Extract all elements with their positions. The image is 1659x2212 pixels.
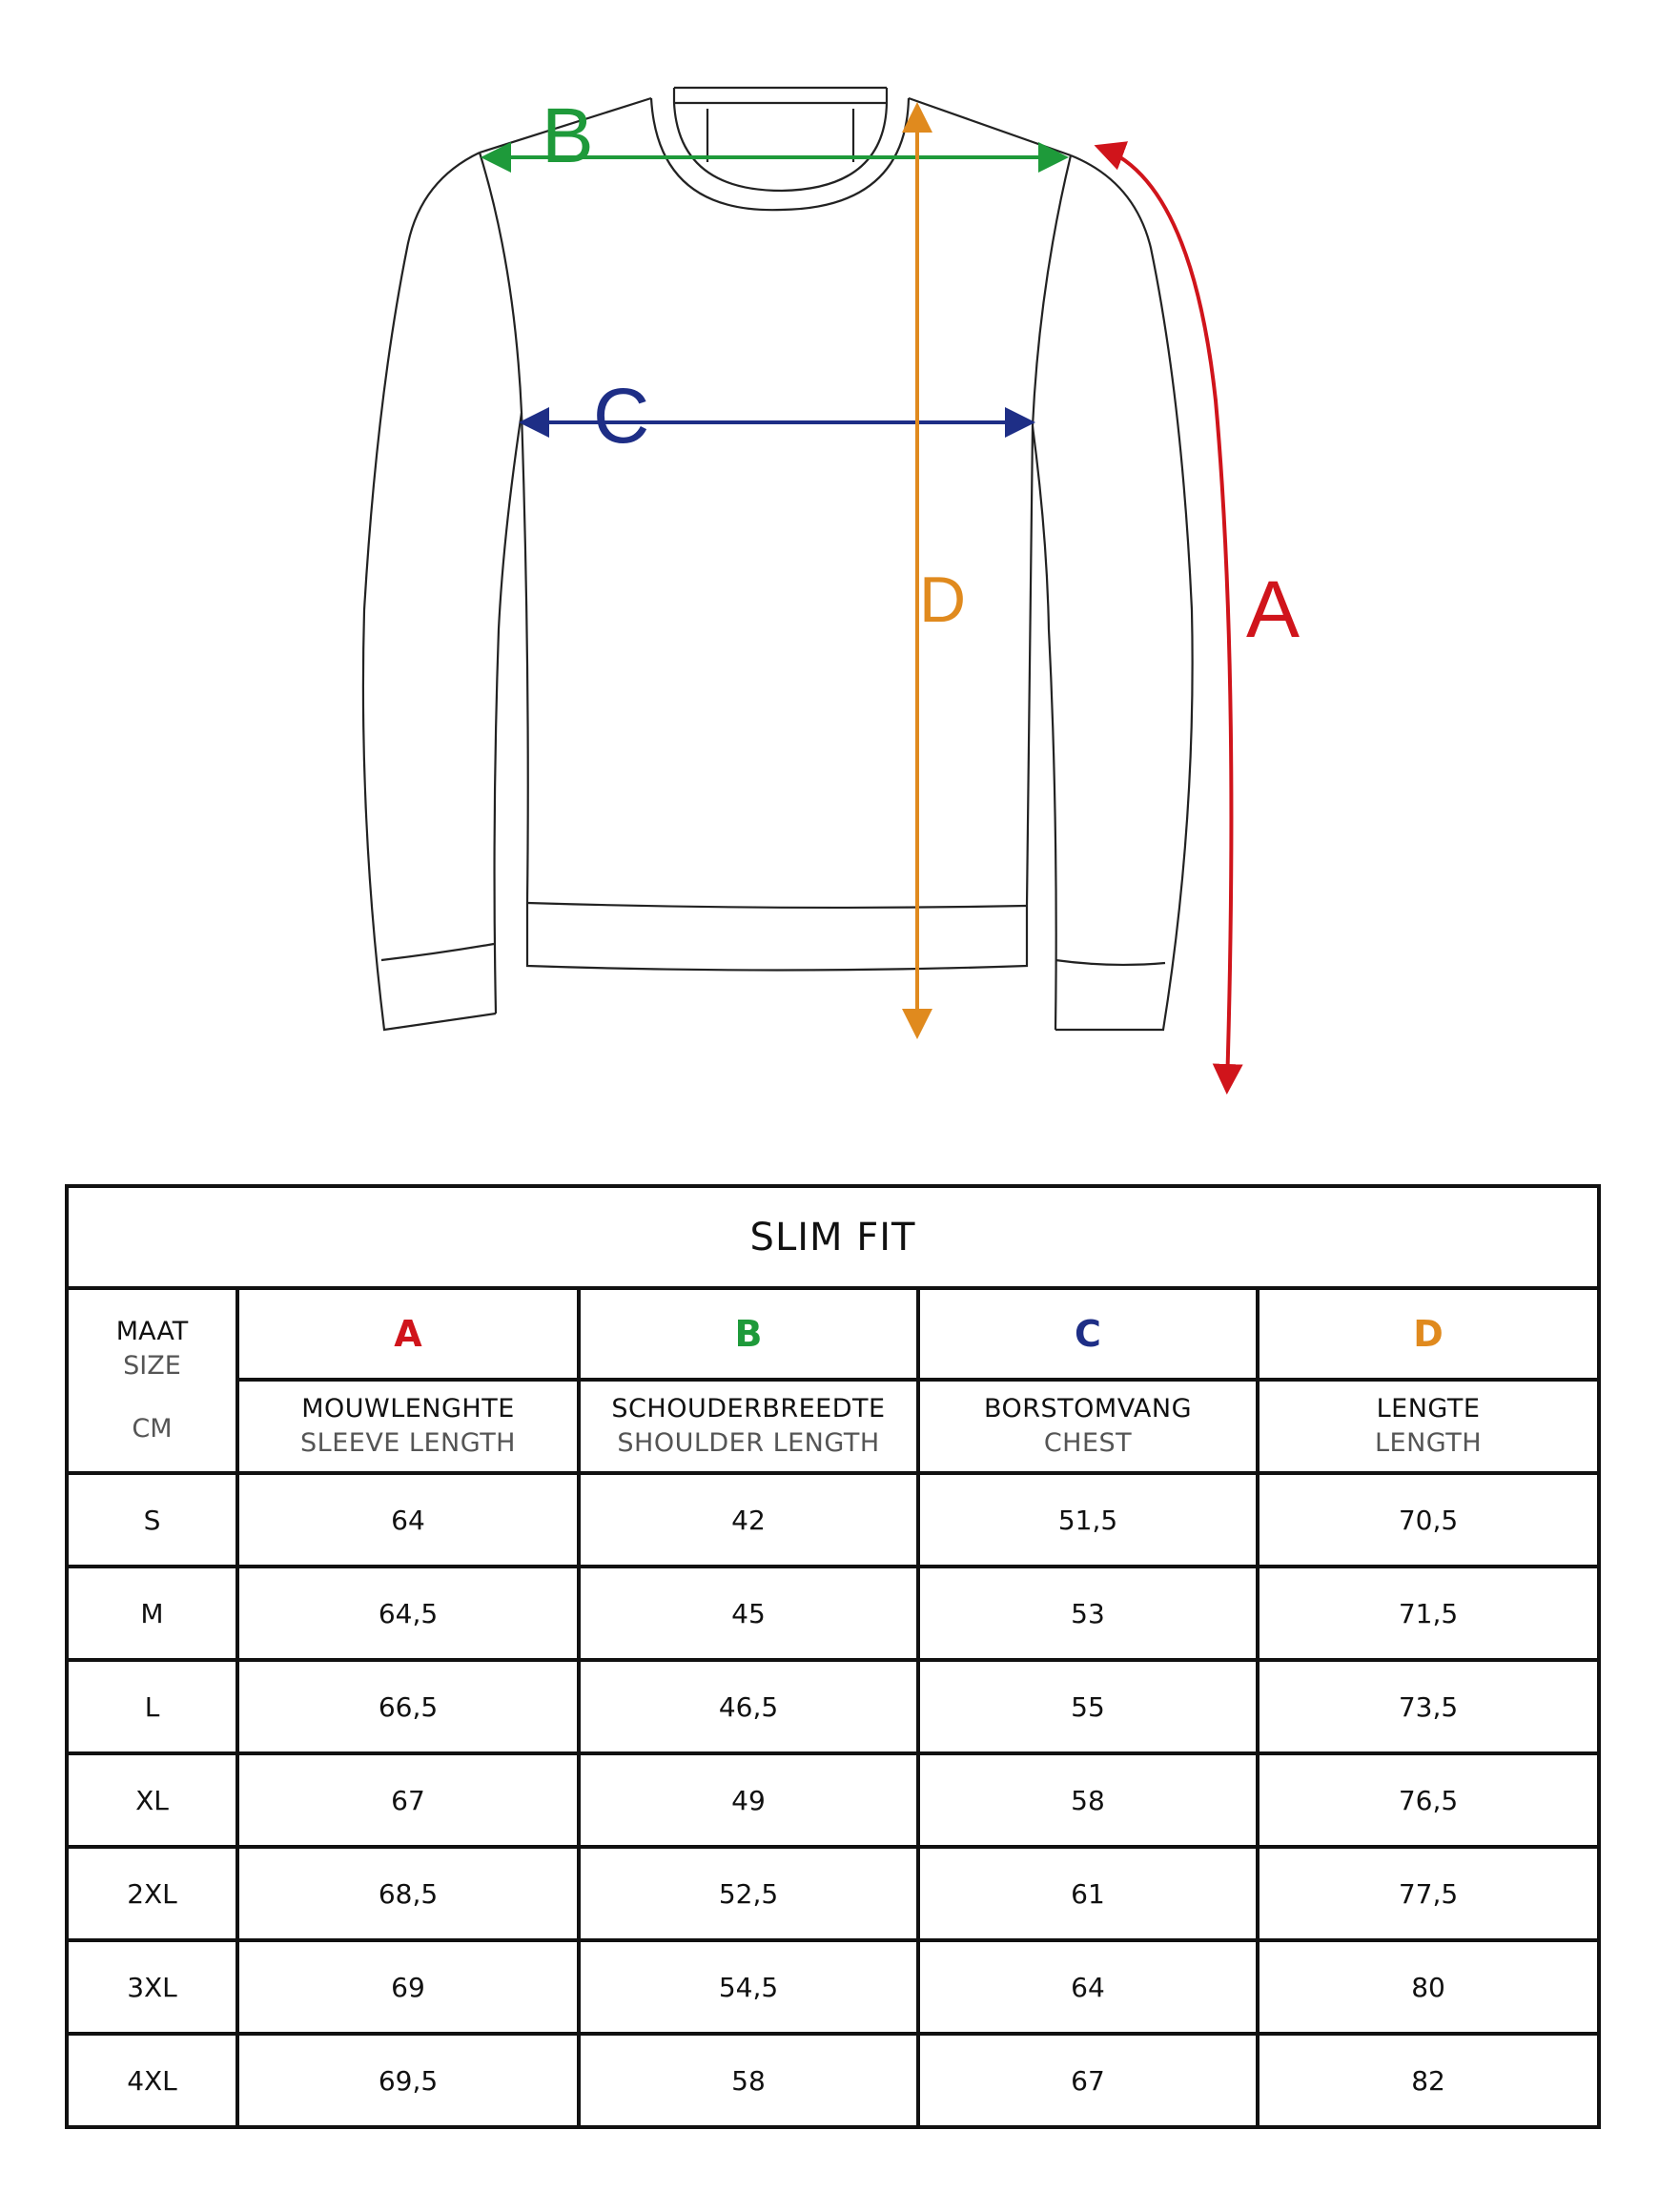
table-row: L 66,5 46,5 55 73,5 bbox=[65, 1658, 1602, 1755]
column-letter-c: C bbox=[916, 1286, 1260, 1382]
header-nl: BORSTOMVANG bbox=[983, 1394, 1193, 1423]
label-c: C bbox=[593, 373, 649, 460]
header-nl: MOUWLENGHTE bbox=[301, 1394, 515, 1423]
value-cell-c: 58 bbox=[916, 1751, 1260, 1849]
value-cell-c: 55 bbox=[916, 1658, 1260, 1755]
unit-label: CM bbox=[132, 1414, 173, 1444]
column-header-b: SCHOUDERBREEDTE SHOULDER LENGTH bbox=[577, 1378, 920, 1475]
column-header-d: LENGTE LENGTH bbox=[1255, 1378, 1602, 1475]
size-header-en: SIZE bbox=[123, 1351, 181, 1381]
size-cell: L bbox=[65, 1658, 239, 1755]
sweater-diagram: B C D A bbox=[361, 86, 1300, 1095]
column-letter-d: D bbox=[1255, 1286, 1602, 1382]
value-cell-d: 80 bbox=[1255, 1938, 1602, 2036]
size-table: SLIM FIT MAAT SIZE CM A B C D MOUWLENGHT… bbox=[64, 1184, 1602, 2129]
value-cell-a: 69,5 bbox=[236, 2032, 581, 2129]
size-cell: S bbox=[65, 1471, 239, 1568]
value-cell-b: 49 bbox=[577, 1751, 920, 1849]
header-nl: LENGTE bbox=[1376, 1394, 1481, 1423]
table-row: XL 67 49 58 76,5 bbox=[65, 1751, 1602, 1849]
value-cell-c: 61 bbox=[916, 1845, 1260, 1942]
value-cell-b: 54,5 bbox=[577, 1938, 920, 2036]
size-header-nl: MAAT bbox=[115, 1317, 189, 1346]
table-row: S 64 42 51,5 70,5 bbox=[65, 1471, 1602, 1568]
value-cell-a: 69 bbox=[236, 1938, 581, 2036]
value-cell-d: 77,5 bbox=[1255, 1845, 1602, 1942]
value-cell-b: 46,5 bbox=[577, 1658, 920, 1755]
label-d: D bbox=[919, 563, 966, 636]
size-cell: 3XL bbox=[65, 1938, 239, 2036]
value-cell-a: 68,5 bbox=[236, 1845, 581, 1942]
value-cell-d: 73,5 bbox=[1255, 1658, 1602, 1755]
size-cell: 2XL bbox=[65, 1845, 239, 1942]
header-en: LENGTH bbox=[1374, 1428, 1483, 1458]
header-en: CHEST bbox=[1043, 1428, 1133, 1458]
size-cell: M bbox=[65, 1565, 239, 1662]
label-b: B bbox=[542, 92, 594, 179]
header-nl: SCHOUDERBREEDTE bbox=[611, 1394, 886, 1423]
header-en: SHOULDER LENGTH bbox=[617, 1428, 880, 1458]
column-header-c: BORSTOMVANG CHEST bbox=[916, 1378, 1260, 1475]
size-cell: 4XL bbox=[65, 2032, 239, 2129]
value-cell-c: 51,5 bbox=[916, 1471, 1260, 1568]
table-row: 3XL 69 54,5 64 80 bbox=[65, 1938, 1602, 2036]
measure-a-arrow bbox=[1094, 141, 1243, 1095]
header-en: SLEEVE LENGTH bbox=[300, 1428, 516, 1458]
value-cell-a: 64 bbox=[236, 1471, 581, 1568]
value-cell-d: 70,5 bbox=[1255, 1471, 1602, 1568]
size-cell: XL bbox=[65, 1751, 239, 1849]
table-row: M 64,5 45 53 71,5 bbox=[65, 1565, 1602, 1662]
column-letter-a: A bbox=[236, 1286, 581, 1382]
value-cell-b: 42 bbox=[577, 1471, 920, 1568]
value-cell-c: 67 bbox=[916, 2032, 1260, 2129]
label-a: A bbox=[1246, 564, 1300, 654]
value-cell-a: 66,5 bbox=[236, 1658, 581, 1755]
table-title: SLIM FIT bbox=[64, 1184, 1602, 1290]
table-row: 2XL 68,5 52,5 61 77,5 bbox=[65, 1845, 1602, 1942]
column-letter-b: B bbox=[577, 1286, 920, 1382]
sweater-outline bbox=[361, 86, 1194, 1032]
value-cell-c: 53 bbox=[916, 1565, 1260, 1662]
value-cell-a: 64,5 bbox=[236, 1565, 581, 1662]
value-cell-b: 45 bbox=[577, 1565, 920, 1662]
column-header-a: MOUWLENGHTE SLEEVE LENGTH bbox=[236, 1378, 581, 1475]
value-cell-d: 71,5 bbox=[1255, 1565, 1602, 1662]
value-cell-a: 67 bbox=[236, 1751, 581, 1849]
value-cell-b: 52,5 bbox=[577, 1845, 920, 1942]
value-cell-c: 64 bbox=[916, 1938, 1260, 2036]
value-cell-b: 58 bbox=[577, 2032, 920, 2129]
size-header: MAAT SIZE CM bbox=[65, 1286, 239, 1475]
value-cell-d: 76,5 bbox=[1255, 1751, 1602, 1849]
value-cell-d: 82 bbox=[1255, 2032, 1602, 2129]
table-row: 4XL 69,5 58 67 82 bbox=[65, 2032, 1602, 2129]
